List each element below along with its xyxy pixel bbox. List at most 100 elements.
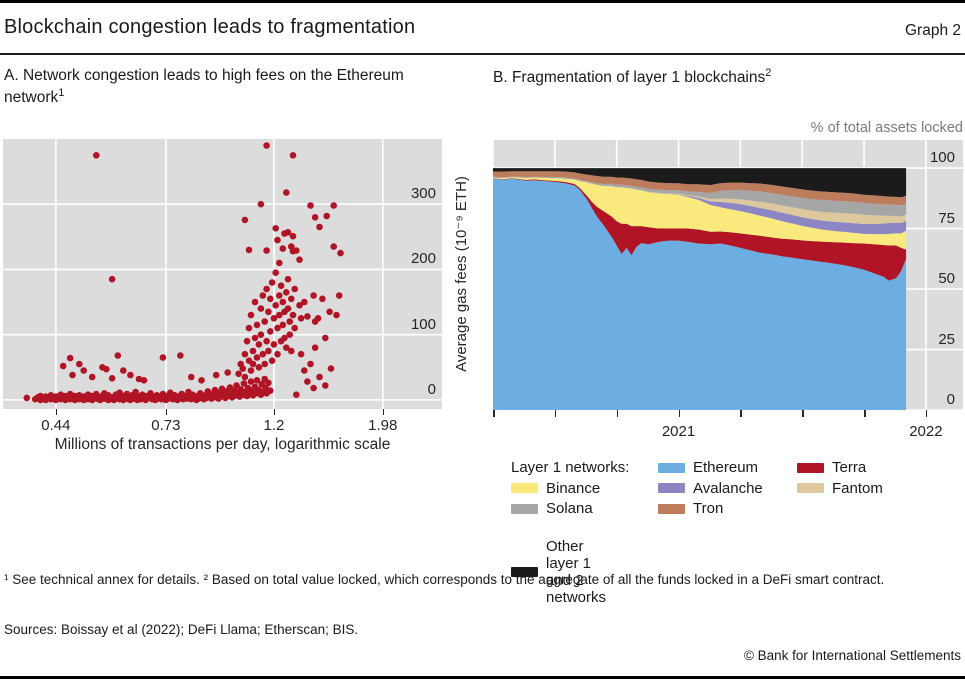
scatter-point [304,378,311,385]
scatter-point [239,365,247,372]
panel-b-unit-label: % of total assets locked [810,120,963,136]
scatter-point [247,311,255,319]
legend-swatch-fantom [797,483,824,493]
legend-label: Solana [546,500,593,517]
legend-swatch-avalanche [658,483,685,493]
scatter-point [319,295,326,303]
scatter-point [177,352,184,359]
scatter-point [301,367,308,374]
scatter-point [257,200,265,208]
scatter-point [274,236,281,244]
panel-a-y-tick-label: 0 [427,380,436,398]
scatter-point [296,256,303,263]
scatter-point [249,360,257,368]
page-title: Blockchain congestion leads to fragmenta… [4,16,416,38]
legend-swatch-ethereum [658,462,685,473]
scatter-point [265,347,272,355]
scatter-point [249,347,257,355]
panel-b-x-tickmark [925,410,928,417]
scatter-point [159,354,167,361]
scatter-point [330,202,338,209]
scatter-point [261,318,269,325]
scatter-point [326,308,333,316]
scatter-point [272,302,280,309]
copyright-line: © Bank for International Settlements [743,648,961,663]
scatter-point [267,295,274,303]
scatter-point [333,311,340,319]
scatter-point [257,305,265,312]
scatter-point [323,212,331,220]
scatter-point [291,324,299,332]
title-separator-rule [0,53,965,55]
legend-item-other-layer-1-and-2-networks: Other layer 1 and 2 networks [511,538,606,606]
legend-swatch-solana [511,503,538,514]
scatter-point [88,373,96,381]
scatter-point [283,344,290,351]
legend-swatch-binance [511,483,538,493]
panel-a-x-axis-title: Millions of transactions per day, logari… [54,436,391,453]
scatter-point [283,189,290,196]
legend-item-avalanche: Avalanche [658,480,763,497]
scatter-point [127,371,134,379]
panel-a-scatter-plot [3,139,442,409]
footnotes: ¹ See technical annex for details. ² Bas… [4,572,885,587]
scatter-svg [3,139,442,409]
scatter-point [198,377,205,384]
scatter-point [241,373,249,381]
scatter-point [263,142,270,149]
scatter-point [293,247,300,254]
scatter-point [297,315,305,322]
scatter-point [270,341,278,348]
legend-label: Terra [832,459,867,476]
scatter-point [263,285,270,293]
scatter-point [322,334,329,342]
scatter-point [310,384,317,392]
panel-a-x-tickmark [273,409,276,415]
panel-b-y-tick-label: 50 [938,270,955,288]
scatter-point [66,354,74,362]
panel-a-y-axis-title: Average gas fees (10⁻⁹ ETH) [453,176,470,372]
scatter-point [311,344,319,351]
panel-b-x-tick-label: 2021 [661,423,696,440]
scatter-point [93,152,100,159]
panel-b-x-tickmark [864,410,866,417]
scatter-point [255,341,263,348]
scatter-point [243,337,251,345]
scatter-point [316,373,323,381]
panel-b-y-tick-label: 0 [946,391,955,408]
scatter-point [251,334,259,342]
scatter-point [251,298,259,306]
scatter-point [268,279,276,286]
scatter-point [23,394,31,402]
scatter-point [241,216,249,224]
scatter-point [245,324,253,332]
legend-swatch-tron [658,503,685,514]
panel-b-x-tickmark [616,410,619,417]
scatter-point [272,225,280,232]
scatter-point [135,375,143,383]
panel-a-title-text: A. Network congestion leads to high fees… [4,67,404,106]
scatter-point [337,249,344,257]
scatter-point [284,229,292,236]
legend-label: Other layer 1 and 2 networks [546,538,607,606]
panel-a-x-tickmark [165,409,168,415]
scatter-point [286,318,294,325]
panel-a-x-tickmark [55,409,58,415]
scatter-point [304,313,311,320]
scatter-point [253,321,261,329]
scatter-point [270,315,278,322]
scatter-point [291,285,299,293]
sources-line: Sources: Boissay et al (2022); DeFi Llam… [4,622,359,637]
scatter-point [253,377,261,384]
legend-swatch-other-layer-1-and-2-networks [511,567,538,577]
panel-a-y-tick-label: 200 [410,250,436,268]
scatter-point [76,360,83,368]
panel-b-x-tickmark [493,410,495,417]
scatter-point [288,295,295,303]
scatter-point [288,347,295,355]
scatter-point [103,365,110,373]
scatter-point [284,275,292,283]
legend-item-solana: Solana [511,500,593,517]
panel-b-x-tickmark [740,410,742,417]
